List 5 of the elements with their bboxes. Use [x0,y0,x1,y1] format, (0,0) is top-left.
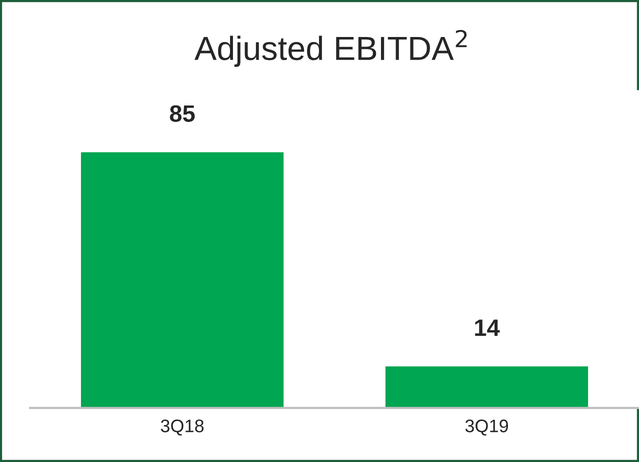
data-label: 14 [475,320,500,336]
x-tick-label: 3Q19 [465,420,508,436]
data-label: 85 [170,105,195,122]
x-tick-label: 3Q18 [160,420,204,436]
chart-title: Adjusted EBITDA$^{2}$ [194,30,467,67]
